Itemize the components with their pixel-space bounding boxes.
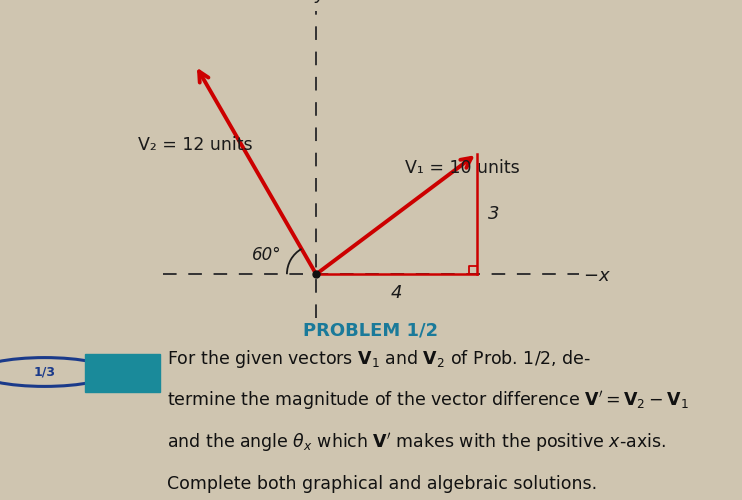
Text: 3: 3	[488, 205, 499, 223]
Text: 60°: 60°	[252, 246, 282, 264]
Text: 1/3: 1/3	[33, 366, 56, 378]
Text: V₁ = 10 units: V₁ = 10 units	[405, 160, 520, 178]
Text: 4: 4	[391, 284, 402, 302]
Text: $y$: $y$	[314, 0, 327, 6]
Text: $-x$: $-x$	[583, 267, 611, 285]
Text: and the angle $\theta_x$ which $\mathbf{V'}$ makes with the positive $x$-axis.: and the angle $\theta_x$ which $\mathbf{…	[167, 431, 666, 454]
Text: For the given vectors $\mathbf{V}_1$ and $\mathbf{V}_2$ of Prob. 1/2, de-: For the given vectors $\mathbf{V}_1$ and…	[167, 348, 591, 370]
Text: V₂ = 12 units: V₂ = 12 units	[138, 136, 252, 154]
Text: PROBLEM 1/2: PROBLEM 1/2	[303, 322, 439, 340]
Text: SS: SS	[112, 366, 133, 380]
FancyBboxPatch shape	[85, 354, 160, 392]
Text: termine the magnitude of the vector difference $\mathbf{V'} = \mathbf{V}_2 - \ma: termine the magnitude of the vector diff…	[167, 390, 689, 412]
Text: Complete both graphical and algebraic solutions.: Complete both graphical and algebraic so…	[167, 475, 597, 493]
